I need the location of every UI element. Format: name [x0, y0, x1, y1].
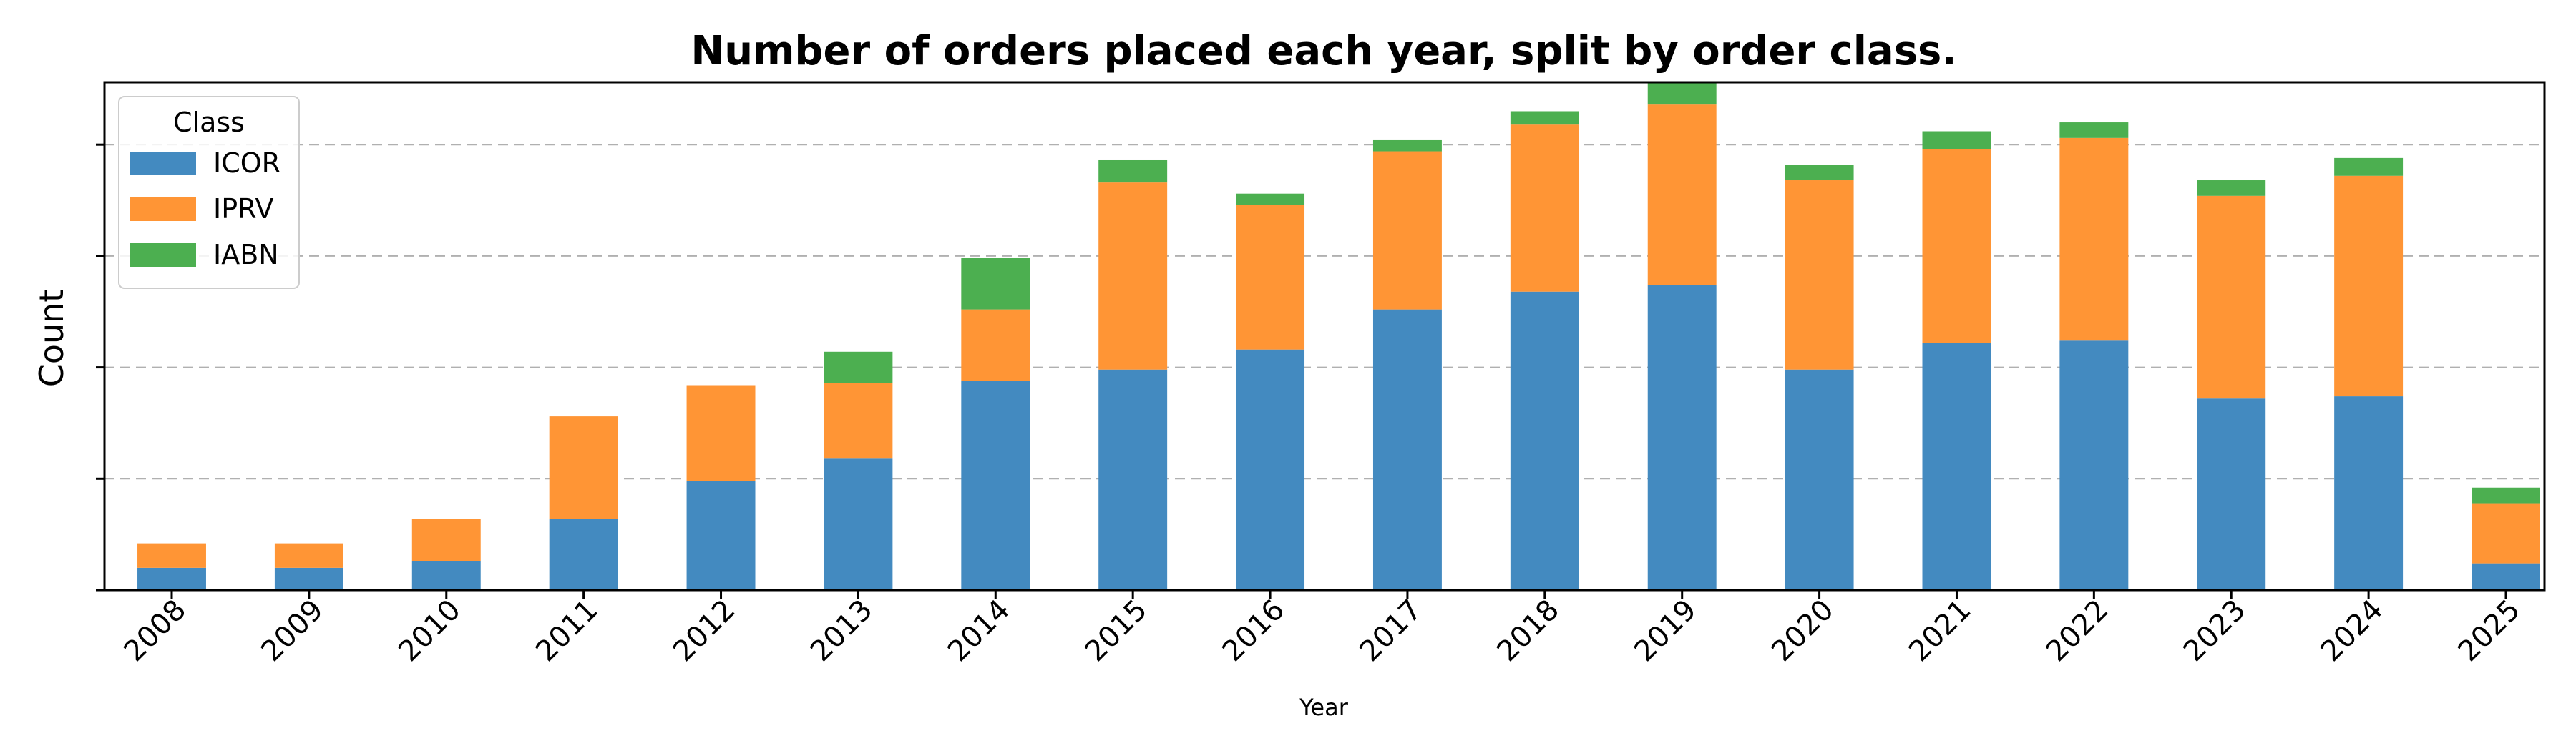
bar-iprv-2020 — [1785, 180, 1854, 370]
bar-iprv-2017 — [1372, 151, 1442, 310]
bar-iprv-2023 — [2197, 195, 2266, 399]
bar-iprv-2021 — [1922, 149, 1991, 343]
legend-label-iprv: IPRV — [213, 193, 273, 225]
y-ticks — [96, 143, 104, 592]
x-tick-label-2014: 2014 — [942, 594, 1017, 669]
bar-iabn-2023 — [2197, 180, 2266, 196]
legend-entries: ICOR IPRV IABN — [130, 147, 280, 270]
x-tick-label-2019: 2019 — [1628, 594, 1703, 669]
bar-icor-2017 — [1372, 309, 1442, 590]
x-tick-label-2008: 2008 — [118, 594, 193, 669]
bar-icor-2021 — [1922, 343, 1991, 590]
legend-label-iabn: IABN — [213, 239, 279, 270]
bar-iabn-2019 — [1647, 82, 1717, 105]
x-tick-label-2018: 2018 — [1491, 594, 1566, 669]
bar-iabn-2022 — [2059, 122, 2129, 138]
bar-iabn-2014 — [961, 258, 1030, 310]
grid-lines — [104, 144, 2545, 480]
bar-icor-2023 — [2197, 398, 2266, 590]
bar-icor-2009 — [274, 567, 343, 590]
bar-icor-2013 — [824, 458, 893, 590]
legend-title: Class — [173, 107, 245, 138]
x-tick-label-2009: 2009 — [255, 594, 330, 669]
bars — [137, 82, 2540, 590]
bar-iprv-2014 — [961, 309, 1030, 381]
legend-label-icor: ICOR — [213, 147, 280, 179]
bar-iabn-2013 — [824, 351, 893, 383]
bar-iprv-2008 — [137, 543, 206, 568]
bar-icor-2010 — [411, 561, 481, 590]
legend-swatch-iabn — [130, 243, 196, 267]
bar-iabn-2015 — [1098, 159, 1168, 183]
bar-iabn-2024 — [2334, 157, 2404, 176]
x-tick-label-2012: 2012 — [667, 594, 742, 669]
legend-swatch-icor — [130, 152, 196, 175]
bar-icor-2012 — [686, 481, 756, 590]
x-tick-label-2020: 2020 — [1765, 594, 1840, 669]
x-tick-label-2022: 2022 — [2040, 594, 2115, 669]
bar-iprv-2011 — [549, 416, 618, 519]
bar-iprv-2022 — [2059, 137, 2129, 341]
bar-iabn-2020 — [1785, 165, 1854, 181]
legend-box — [118, 96, 300, 289]
bar-iprv-2013 — [824, 383, 893, 459]
bar-icor-2014 — [961, 381, 1030, 590]
bar-iabn-2017 — [1372, 139, 1442, 152]
x-tick-label-2015: 2015 — [1079, 594, 1154, 669]
bar-iprv-2012 — [686, 385, 756, 481]
bar-iabn-2025 — [2472, 487, 2540, 504]
bar-iprv-2016 — [1236, 205, 1305, 350]
bar-icor-2008 — [137, 567, 206, 590]
x-tick-label-2011: 2011 — [530, 594, 605, 669]
x-tick-label-2023: 2023 — [2177, 594, 2253, 669]
bar-iabn-2021 — [1922, 131, 1991, 149]
bar-icor-2018 — [1510, 291, 1579, 590]
legend-swatch-iprv — [130, 197, 196, 221]
x-tick-label-2024: 2024 — [2315, 594, 2390, 669]
bar-iprv-2009 — [274, 543, 343, 568]
legend: Class ICOR IPRV IABN — [118, 96, 300, 289]
bar-iprv-2015 — [1098, 182, 1168, 370]
x-tick-label-2025: 2025 — [2452, 594, 2527, 669]
x-tick-label-2017: 2017 — [1354, 594, 1429, 669]
x-tick-label-2016: 2016 — [1216, 594, 1292, 669]
bar-icor-2024 — [2334, 396, 2404, 590]
bar-iprv-2024 — [2334, 175, 2404, 397]
x-ticks: 2008 2009 2010 2011 2012 2013 2014 2015 2016 2017… — [118, 590, 2527, 668]
x-tick-label-2021: 2021 — [1903, 594, 1978, 669]
bar-icor-2015 — [1098, 369, 1168, 590]
bar-iprv-2018 — [1510, 124, 1579, 292]
bar-iabn-2016 — [1236, 193, 1305, 205]
bar-iprv-2010 — [411, 519, 481, 561]
bar-icor-2016 — [1236, 349, 1305, 590]
chart-title: Number of orders placed each year, split… — [691, 28, 1956, 74]
y-axis-label: Count — [32, 290, 71, 388]
bar-icor-2019 — [1647, 285, 1717, 590]
bar-icor-2020 — [1785, 369, 1854, 590]
plot-frame — [103, 81, 2546, 592]
x-tick-label-2010: 2010 — [392, 594, 467, 669]
bar-iprv-2019 — [1647, 104, 1717, 285]
bar-iabn-2018 — [1510, 111, 1579, 125]
bar-icor-2022 — [2059, 340, 2129, 590]
x-tick-label-2013: 2013 — [804, 594, 879, 669]
x-axis-label: Year — [1299, 694, 1349, 721]
bar-iprv-2025 — [2472, 503, 2540, 564]
bar-icor-2025 — [2472, 563, 2540, 590]
bar-icor-2011 — [549, 519, 618, 590]
